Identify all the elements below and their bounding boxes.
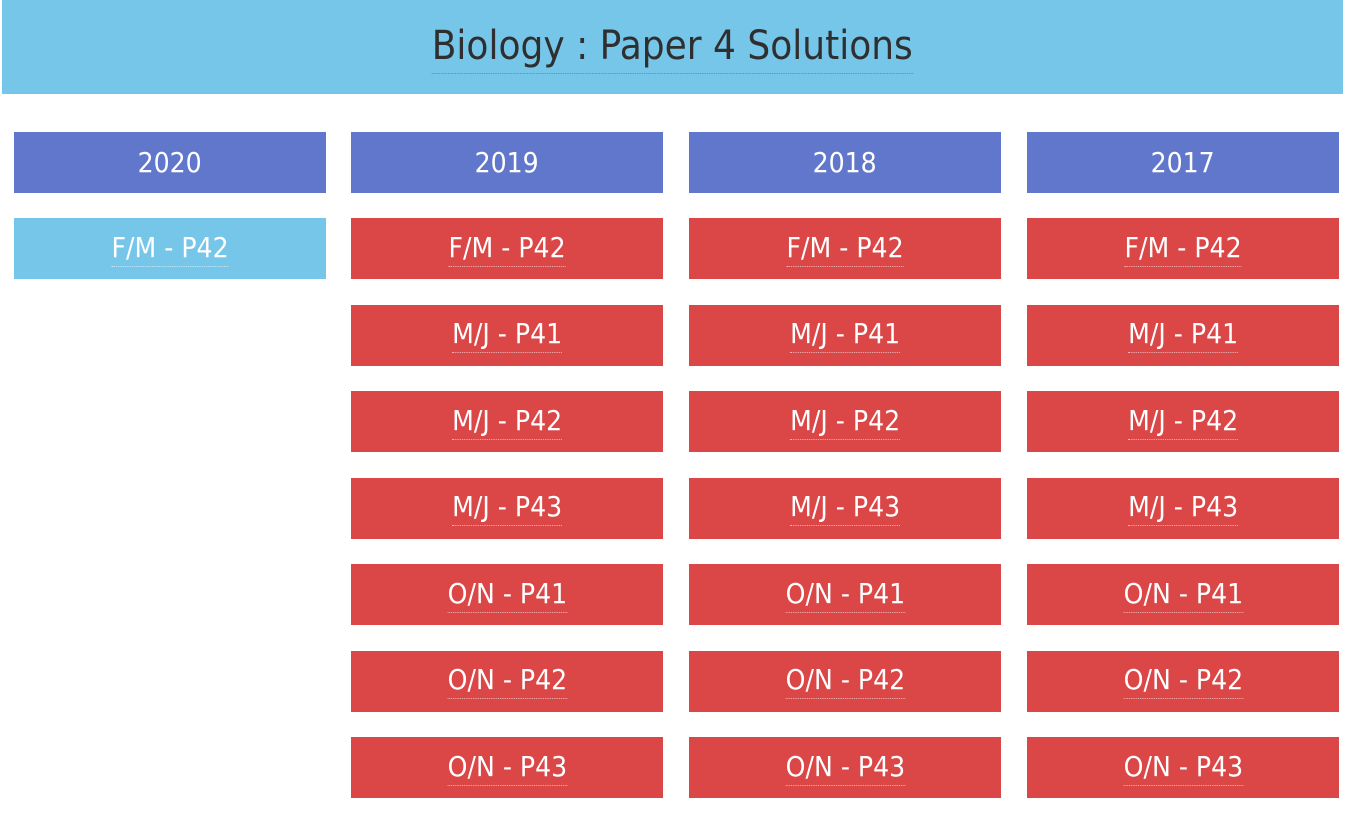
paper-link[interactable]: M/J - P41	[689, 304, 1001, 366]
paper-link[interactable]: M/J - P41	[351, 304, 663, 366]
paper-list: F/M - P42 M/J - P41 M/J - P42 M/J - P43 …	[1027, 218, 1339, 798]
year-column-2018: 2018 F/M - P42 M/J - P41 M/J - P42 M/J -…	[689, 132, 1001, 824]
year-header: 2018	[689, 132, 1001, 193]
paper-link-label: O/N - P41	[447, 577, 567, 613]
paper-link-label: M/J - P41	[451, 317, 563, 353]
year-label: 2017	[1150, 146, 1216, 179]
paper-link[interactable]: M/J - P43	[1027, 477, 1339, 539]
paper-link-label: F/M - P42	[111, 231, 229, 267]
paper-link-label: M/J - P42	[789, 404, 901, 440]
paper-link[interactable]: F/M - P42	[689, 218, 1001, 279]
paper-link-label: M/J - P43	[1127, 490, 1239, 526]
paper-link[interactable]: M/J - P43	[351, 477, 663, 539]
paper-link-label: O/N - P42	[785, 663, 905, 699]
paper-link[interactable]: O/N - P42	[1027, 650, 1339, 712]
paper-link[interactable]: M/J - P41	[1027, 304, 1339, 366]
paper-link-label: O/N - P42	[1123, 663, 1243, 699]
paper-link[interactable]: M/J - P42	[351, 391, 663, 452]
paper-link[interactable]: O/N - P41	[351, 564, 663, 625]
year-label: 2018	[812, 146, 878, 179]
paper-link[interactable]: O/N - P43	[1027, 737, 1339, 798]
paper-link[interactable]: M/J - P43	[689, 477, 1001, 539]
paper-link-label: O/N - P43	[447, 750, 567, 786]
paper-list: F/M - P42 M/J - P41 M/J - P42 M/J - P43 …	[351, 218, 663, 798]
paper-link[interactable]: O/N - P41	[1027, 564, 1339, 625]
paper-link-label: O/N - P42	[447, 663, 567, 699]
paper-link-label: O/N - P41	[785, 577, 905, 613]
title-bar: Biology : Paper 4 Solutions	[2, 0, 1343, 94]
paper-link-label: O/N - P41	[1123, 577, 1243, 613]
paper-link[interactable]: O/N - P43	[689, 737, 1001, 798]
year-header: 2017	[1027, 132, 1339, 193]
paper-link-label: M/J - P42	[451, 404, 563, 440]
paper-link-label: O/N - P43	[1123, 750, 1243, 786]
paper-link[interactable]: O/N - P41	[689, 564, 1001, 625]
paper-link-label: F/M - P42	[448, 231, 566, 267]
paper-link[interactable]: O/N - P43	[351, 737, 663, 798]
paper-link[interactable]: M/J - P42	[1027, 391, 1339, 452]
paper-link-label: M/J - P43	[789, 490, 901, 526]
year-label: 2019	[474, 146, 540, 179]
paper-link-label: M/J - P41	[789, 317, 901, 353]
paper-link[interactable]: F/M - P42	[14, 218, 326, 279]
paper-link-label: M/J - P41	[1127, 317, 1239, 353]
year-column-2020: 2020 F/M - P42	[14, 132, 326, 305]
paper-list: F/M - P42	[14, 218, 326, 279]
paper-link[interactable]: O/N - P42	[351, 650, 663, 712]
paper-link[interactable]: O/N - P42	[689, 650, 1001, 712]
year-header: 2020	[14, 132, 326, 193]
paper-link-label: M/J - P43	[451, 490, 563, 526]
year-column-2017: 2017 F/M - P42 M/J - P41 M/J - P42 M/J -…	[1027, 132, 1339, 824]
paper-link-label: F/M - P42	[1124, 231, 1242, 267]
paper-link[interactable]: F/M - P42	[351, 218, 663, 279]
page-title[interactable]: Biology : Paper 4 Solutions	[431, 23, 914, 74]
paper-link-label: F/M - P42	[786, 231, 904, 267]
year-label: 2020	[137, 146, 203, 179]
year-header: 2019	[351, 132, 663, 193]
paper-link-label: O/N - P43	[785, 750, 905, 786]
paper-link-label: M/J - P42	[1127, 404, 1239, 440]
paper-list: F/M - P42 M/J - P41 M/J - P42 M/J - P43 …	[689, 218, 1001, 798]
paper-link[interactable]: F/M - P42	[1027, 218, 1339, 279]
paper-link[interactable]: M/J - P42	[689, 391, 1001, 452]
year-column-2019: 2019 F/M - P42 M/J - P41 M/J - P42 M/J -…	[351, 132, 663, 824]
